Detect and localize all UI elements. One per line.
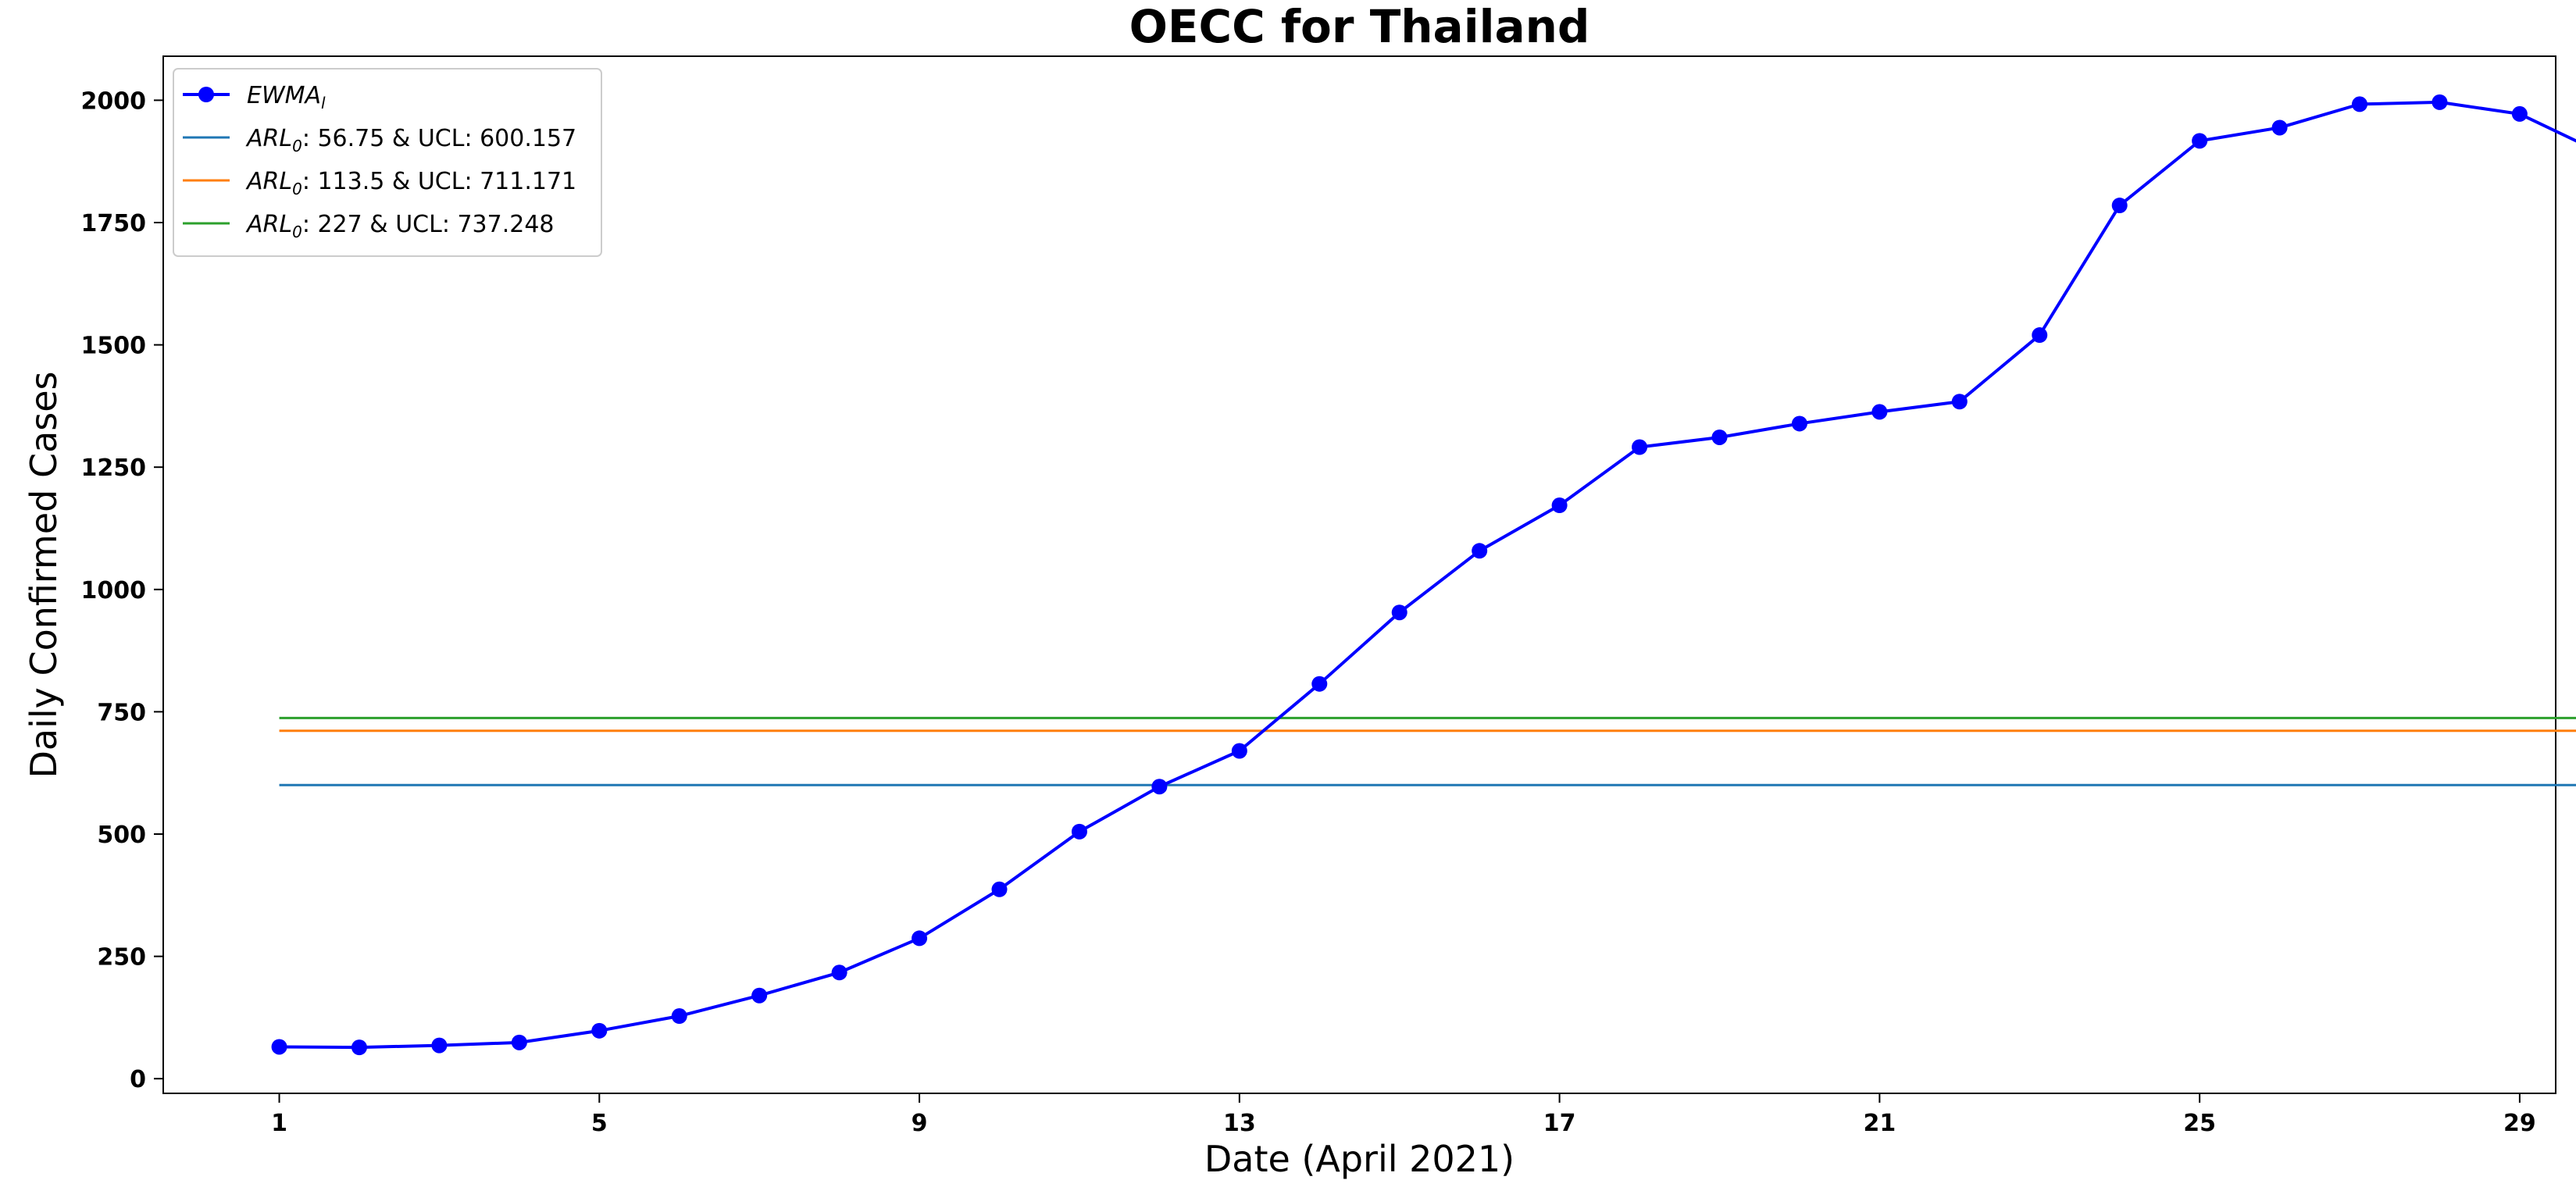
ewma-point bbox=[2192, 133, 2208, 149]
y-tick-label: 0 bbox=[130, 1066, 146, 1093]
x-tick-label: 17 bbox=[1543, 1110, 1576, 1137]
y-axis-label: Daily Confirmed Cases bbox=[23, 372, 65, 779]
ewma-point bbox=[831, 964, 847, 981]
x-tick-label: 13 bbox=[1223, 1110, 1256, 1137]
ewma-point bbox=[1311, 676, 1328, 692]
ewma-point bbox=[2271, 119, 2288, 136]
ewma-point bbox=[1151, 779, 1168, 795]
y-tick-label: 500 bbox=[97, 822, 146, 849]
x-axis: 1 5 9 13 17 21 25 29 bbox=[271, 1093, 2536, 1137]
chart-title: OECC for Thailand bbox=[1129, 0, 1590, 53]
ewma-point bbox=[431, 1037, 448, 1054]
ewma-point bbox=[2432, 94, 2448, 110]
ewma-point bbox=[2352, 96, 2368, 112]
ewma-point bbox=[1551, 497, 1568, 514]
legend-entry-label: ARL0: 227 & UCL: 737.248 bbox=[245, 211, 555, 241]
y-tick-label: 250 bbox=[97, 944, 146, 972]
x-axis-label: Date (April 2021) bbox=[1204, 1138, 1515, 1180]
ewma-point bbox=[1231, 743, 1247, 759]
ewma-point bbox=[2511, 105, 2528, 122]
x-tick-label: 21 bbox=[1863, 1110, 1896, 1137]
y-tick-label: 1250 bbox=[81, 455, 147, 482]
ewma-point bbox=[671, 1008, 687, 1025]
ewma-point bbox=[1632, 439, 1648, 455]
legend-marker bbox=[198, 87, 214, 102]
ewma-line bbox=[279, 100, 2576, 1050]
y-tick-label: 1000 bbox=[81, 577, 147, 604]
ewma-point bbox=[271, 1039, 287, 1055]
legend-box bbox=[173, 68, 602, 257]
ewma-series bbox=[271, 94, 2576, 1056]
legend-entry-label: ARL0: 113.5 & UCL: 711.171 bbox=[245, 168, 576, 198]
ewma-point bbox=[1391, 604, 1408, 621]
ewma-point bbox=[1871, 404, 1888, 420]
ewma-point bbox=[912, 930, 928, 947]
ewma-point bbox=[511, 1034, 527, 1050]
control-limit-lines bbox=[279, 716, 2576, 786]
x-tick-label: 1 bbox=[271, 1110, 287, 1137]
ewma-point bbox=[591, 1022, 608, 1039]
x-tick-label: 25 bbox=[2183, 1110, 2216, 1137]
x-tick-label: 5 bbox=[591, 1110, 608, 1137]
ewma-point bbox=[1071, 823, 1087, 840]
ewma-point bbox=[991, 881, 1008, 897]
ewma-point bbox=[1951, 394, 1968, 410]
ewma-point bbox=[351, 1039, 367, 1056]
legend-entry-label: ARL0: 56.75 & UCL: 600.157 bbox=[245, 125, 576, 155]
y-tick-label: 1750 bbox=[81, 210, 147, 237]
y-tick-label: 750 bbox=[97, 699, 146, 726]
ewma-point bbox=[1472, 543, 1488, 559]
ewma-point bbox=[2032, 327, 2048, 344]
legend-entry-label: EWMAl bbox=[247, 82, 326, 112]
ewma-point bbox=[751, 987, 768, 1004]
ewma-point bbox=[1711, 429, 1728, 445]
plot-frame bbox=[162, 55, 2556, 1094]
x-tick-label: 29 bbox=[2503, 1110, 2536, 1137]
y-tick-label: 1500 bbox=[81, 333, 147, 360]
legend: EWMAl ARL0: 56.75 & UCL: 600.157 ARL0: 113… bbox=[173, 68, 602, 257]
y-axis: 0 250 500 750 1000 1250 1500 1750 2000 bbox=[81, 87, 163, 1093]
y-tick-label: 2000 bbox=[81, 87, 147, 115]
x-tick-label: 9 bbox=[912, 1110, 928, 1137]
ewma-point bbox=[2111, 198, 2128, 214]
ewma-point bbox=[1791, 415, 1807, 432]
